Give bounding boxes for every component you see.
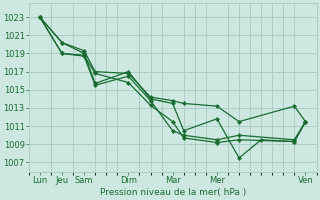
X-axis label: Pression niveau de la mer( hPa ): Pression niveau de la mer( hPa ) [100,188,246,197]
